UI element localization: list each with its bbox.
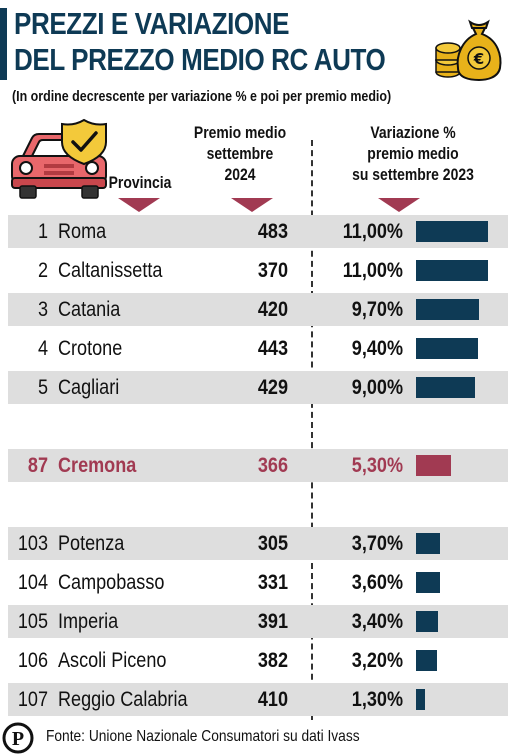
row-variazione: 3,40% [351, 610, 403, 633]
title-line-2: DEL PREZZO MEDIO RC AUTO [14, 42, 386, 77]
table-row: 87 Cremona 366 5,30% [8, 449, 508, 482]
table-row: 104 Campobasso 331 3,60% [8, 566, 508, 599]
euro-symbol: € [473, 50, 484, 68]
row-variazione: 1,30% [351, 688, 403, 711]
row-variazione: 5,30% [351, 454, 403, 477]
table-row: 107 Reggio Calabria 410 1,30% [8, 683, 508, 716]
header-provincia: Provincia [74, 172, 205, 193]
publisher-logo-icon: P [2, 722, 34, 754]
row-rank: 1 [37, 220, 48, 243]
row-provincia: Campobasso [58, 571, 165, 594]
variazione-bar [416, 260, 488, 281]
variazione-bar [416, 533, 440, 554]
variazione-bar [416, 338, 478, 359]
header-premio: Premio medio settembre 2024 [183, 122, 298, 185]
row-rank: 103 [17, 532, 48, 555]
row-provincia: Cagliari [58, 376, 120, 399]
variazione-bar [416, 572, 440, 593]
row-rank: 2 [37, 259, 48, 282]
row-premio: 429 [257, 376, 288, 399]
header-var-line-3: su settembre 2023 [352, 165, 474, 184]
header-premio-line-2: settembre [206, 144, 274, 163]
row-premio: 443 [257, 337, 288, 360]
row-rank: 106 [17, 649, 48, 672]
row-provincia: Potenza [58, 532, 125, 555]
row-rank: 4 [37, 337, 48, 360]
row-variazione: 9,40% [351, 337, 403, 360]
row-variazione: 3,20% [351, 649, 403, 672]
table-row: 4 Crotone 443 9,40% [8, 332, 508, 365]
header-var-line-2: premio medio [367, 144, 459, 163]
column-divider [311, 140, 313, 720]
row-provincia: Catania [58, 298, 121, 321]
table-row: 3 Catania 420 9,70% [8, 293, 508, 326]
row-variazione: 9,70% [351, 298, 403, 321]
row-premio: 305 [257, 532, 288, 555]
table-row: 5 Cagliari 429 9,00% [8, 371, 508, 404]
table-row: 105 Imperia 391 3,40% [8, 605, 508, 638]
table-row: 103 Potenza 305 3,70% [8, 527, 508, 560]
publisher-logo-letter: P [12, 728, 24, 750]
row-provincia: Cremona [58, 454, 137, 477]
row-provincia: Roma [58, 220, 107, 243]
subtitle: (In ordine decrescente per variazione % … [12, 88, 392, 105]
variazione-pointer [378, 198, 420, 212]
premio-pointer [231, 198, 273, 212]
row-provincia: Crotone [58, 337, 123, 360]
variazione-bar [416, 611, 438, 632]
row-rank: 5 [37, 376, 48, 399]
row-premio: 391 [257, 610, 288, 633]
variazione-bar [416, 299, 479, 320]
row-premio: 483 [257, 220, 288, 243]
table-row: 1 Roma 483 11,00% [8, 215, 508, 248]
variazione-bar [416, 689, 425, 710]
row-provincia: Caltanissetta [58, 259, 163, 282]
title-line-1: PREZZI E VARIAZIONE [14, 6, 290, 41]
header-premio-line-3: 2024 [224, 165, 256, 184]
row-premio: 420 [257, 298, 288, 321]
table-row: 2 Caltanissetta 370 11,00% [8, 254, 508, 287]
header-provincia-text: Provincia [108, 173, 172, 192]
row-provincia: Ascoli Piceno [58, 649, 167, 672]
provincia-pointer [118, 198, 160, 212]
variazione-bar [416, 650, 437, 671]
variazione-bar [416, 455, 451, 476]
row-premio: 382 [257, 649, 288, 672]
row-variazione: 9,00% [351, 376, 403, 399]
title-accent-bar [0, 8, 7, 80]
row-premio: 331 [257, 571, 288, 594]
row-variazione: 11,00% [342, 220, 403, 243]
row-premio: 366 [257, 454, 288, 477]
row-rank: 87 [27, 454, 48, 477]
source-note: Fonte: Unione Nazionale Consumatori su d… [46, 728, 360, 745]
row-rank: 104 [17, 571, 48, 594]
variazione-bar [416, 221, 488, 242]
row-premio: 370 [257, 259, 288, 282]
header-var-line-1: Variazione % [370, 123, 456, 142]
row-provincia: Imperia [58, 610, 119, 633]
table-row: 106 Ascoli Piceno 382 3,20% [8, 644, 508, 677]
money-bag-icon: € [435, 19, 502, 82]
car-insurance-icon [11, 118, 107, 199]
row-variazione: 3,60% [351, 571, 403, 594]
row-rank: 107 [17, 688, 48, 711]
header-variazione: Variazione % premio medio su settembre 2… [335, 122, 491, 185]
row-rank: 3 [37, 298, 48, 321]
row-variazione: 11,00% [342, 259, 403, 282]
variazione-bar [416, 377, 475, 398]
row-provincia: Reggio Calabria [58, 688, 188, 711]
row-rank: 105 [17, 610, 48, 633]
row-premio: 410 [257, 688, 288, 711]
row-variazione: 3,70% [351, 532, 403, 555]
header-premio-line-1: Premio medio [193, 123, 287, 142]
